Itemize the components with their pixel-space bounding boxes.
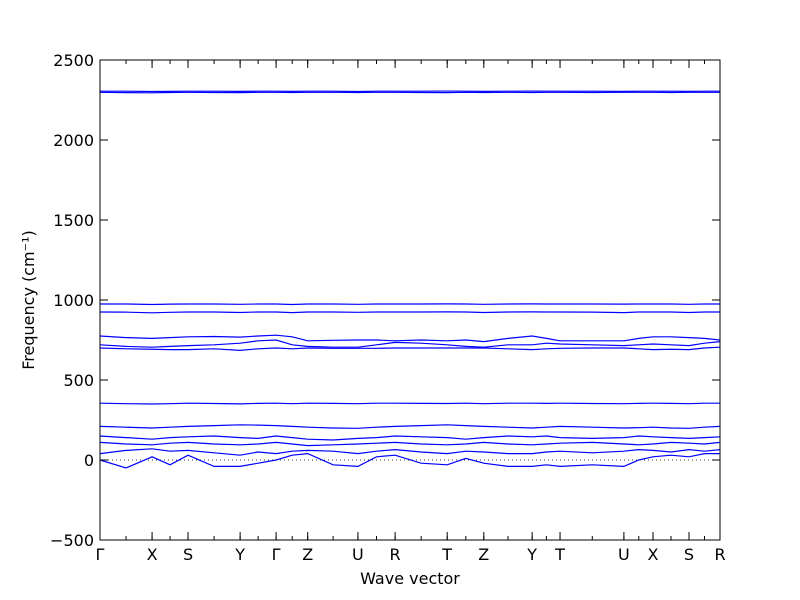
plot-frame <box>99 59 721 541</box>
y-tick-label: 1000 <box>53 291 94 310</box>
y-axis-label: Frequency (cm⁻¹) <box>19 230 38 369</box>
x-tick-label: X <box>648 545 659 564</box>
x-tick-label: Z <box>478 545 489 564</box>
band-line <box>99 424 721 429</box>
y-tick-label: 500 <box>63 371 94 390</box>
x-tick-label: S <box>183 545 193 564</box>
band-line <box>100 303 720 306</box>
band-line <box>99 346 721 352</box>
band-line <box>99 452 720 469</box>
x-tick-label: Y <box>526 545 537 564</box>
band-line <box>99 402 720 405</box>
x-tick-label: S <box>684 545 694 564</box>
band-line <box>99 448 721 456</box>
y-tick-label: 0 <box>84 451 94 470</box>
x-tick-label: T <box>441 545 452 564</box>
x-axis-label: Wave vector <box>360 569 460 588</box>
x-tick-label: U <box>618 545 630 564</box>
y-tick-label: 1500 <box>53 211 94 230</box>
y-tick-label: 2500 <box>53 51 94 70</box>
x-tick-label: Z <box>302 545 313 564</box>
x-tick-label: R <box>714 545 725 564</box>
x-tick-label: T <box>554 545 565 564</box>
y-tick-label: 2000 <box>53 131 94 150</box>
band-line <box>99 435 721 441</box>
band-line <box>99 441 721 447</box>
x-tick-label: Y <box>234 545 245 564</box>
x-tick-label: U <box>352 545 364 564</box>
band-line <box>99 339 721 348</box>
y-tick-label: −500 <box>50 531 94 550</box>
x-tick-label: Γ <box>96 545 105 564</box>
band-line <box>99 311 720 314</box>
x-tick-label: Γ <box>272 545 281 564</box>
x-tick-label: X <box>147 545 158 564</box>
band-line <box>99 334 721 343</box>
x-tick-label: R <box>390 545 401 564</box>
